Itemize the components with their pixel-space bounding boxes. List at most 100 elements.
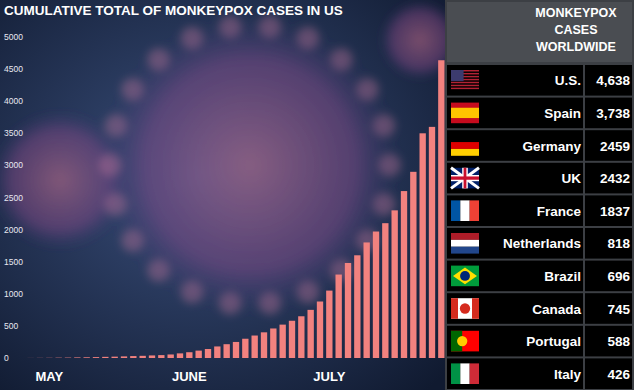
case-count: 1837 <box>600 204 630 219</box>
x-tick-label: JUNE <box>172 369 207 384</box>
bars <box>27 60 444 358</box>
flag-part <box>470 200 479 221</box>
bar <box>251 336 257 358</box>
flag-part <box>470 363 479 384</box>
root: CUMULATIVE TOTAL OF MONKEYPOX CASES IN U… <box>0 0 634 390</box>
table-cell <box>585 130 632 161</box>
table-cell <box>447 358 583 389</box>
virus-spike <box>105 193 127 215</box>
bar <box>93 357 99 358</box>
bar <box>233 342 239 358</box>
flag-part <box>451 70 464 81</box>
bar <box>83 357 89 358</box>
flag-part <box>451 103 479 124</box>
virus-spike <box>331 48 353 70</box>
virus-spike <box>219 15 241 37</box>
table-header-bg <box>447 2 632 62</box>
bar <box>317 302 323 358</box>
bar <box>205 349 211 358</box>
y-tick-label: 3500 <box>4 128 23 138</box>
virus-decoration <box>0 0 460 315</box>
bar <box>65 357 71 358</box>
flag <box>451 70 479 89</box>
y-tick-label: 1000 <box>4 289 23 299</box>
flag-part <box>451 363 460 384</box>
country-name: Canada <box>532 302 581 317</box>
bar <box>382 223 388 358</box>
case-count: 745 <box>607 302 630 317</box>
bar <box>223 344 229 358</box>
virus-spike <box>121 230 143 252</box>
flag-part <box>460 363 469 384</box>
y-tick-label: 5000 <box>4 32 23 42</box>
case-count: 2459 <box>600 139 630 154</box>
country-name: France <box>537 204 582 219</box>
case-count: 696 <box>607 269 630 284</box>
flag <box>451 103 479 124</box>
flag-part <box>457 336 467 346</box>
table-cell <box>585 65 632 96</box>
flag <box>451 331 479 352</box>
bar <box>345 263 351 358</box>
country-name: UK <box>562 171 582 186</box>
table-cell <box>585 163 632 194</box>
country-name: Portugal <box>526 334 581 349</box>
flag-part <box>451 149 479 156</box>
case-count: 3,738 <box>596 106 630 121</box>
y-tick-label: 2500 <box>4 193 23 203</box>
case-count: 588 <box>607 334 630 349</box>
flag-part <box>451 200 460 221</box>
canvas: CUMULATIVE TOTAL OF MONKEYPOX CASES IN U… <box>0 0 634 390</box>
flag-part <box>451 266 479 287</box>
flag <box>451 363 479 384</box>
flag-part <box>451 88 479 89</box>
bar <box>139 356 145 358</box>
bar <box>289 321 295 358</box>
table-title: MONKEYPOXCASESWORLDWIDE <box>535 6 617 54</box>
country-name: Germany <box>522 139 581 154</box>
x-tick-label: MAY <box>35 369 63 384</box>
table-panel <box>445 0 634 390</box>
flag-part <box>451 142 479 149</box>
bar <box>373 232 379 358</box>
virus-spike <box>373 115 395 137</box>
bar <box>177 353 183 358</box>
virus-spike <box>181 27 203 49</box>
bar <box>363 242 369 358</box>
bar <box>167 354 173 358</box>
flag-part <box>451 85 479 86</box>
y-tick-label: 2000 <box>4 225 23 235</box>
flag <box>451 200 479 221</box>
bar <box>391 210 397 358</box>
flag-part <box>472 298 479 319</box>
bar <box>186 352 192 358</box>
bar <box>335 275 341 358</box>
y-tick-label: 1500 <box>4 257 23 267</box>
flag-part <box>464 168 467 189</box>
virus-spike <box>379 154 401 176</box>
virus-spike <box>121 78 143 100</box>
bar <box>261 332 267 358</box>
table-title-line: MONKEYPOX <box>535 6 617 20</box>
virus-blob <box>0 110 130 250</box>
y-tick-label: 3000 <box>4 160 23 170</box>
table-cell <box>447 163 583 194</box>
table-cell <box>447 293 583 324</box>
bar <box>279 325 285 358</box>
flag-part <box>460 200 469 221</box>
bar <box>102 357 108 358</box>
virus-spike <box>357 78 379 100</box>
flag-part <box>453 268 477 285</box>
table-cell <box>447 65 583 96</box>
bar <box>46 357 52 358</box>
flag-part <box>451 168 479 189</box>
flag-part <box>451 168 479 189</box>
country-name: Netherlands <box>503 236 581 251</box>
virus-spike <box>219 293 241 315</box>
flag-part <box>451 298 458 319</box>
virus-spike <box>147 260 169 282</box>
bar <box>149 355 155 358</box>
bar <box>55 357 61 358</box>
table-cell <box>585 326 632 357</box>
bar <box>214 346 220 358</box>
